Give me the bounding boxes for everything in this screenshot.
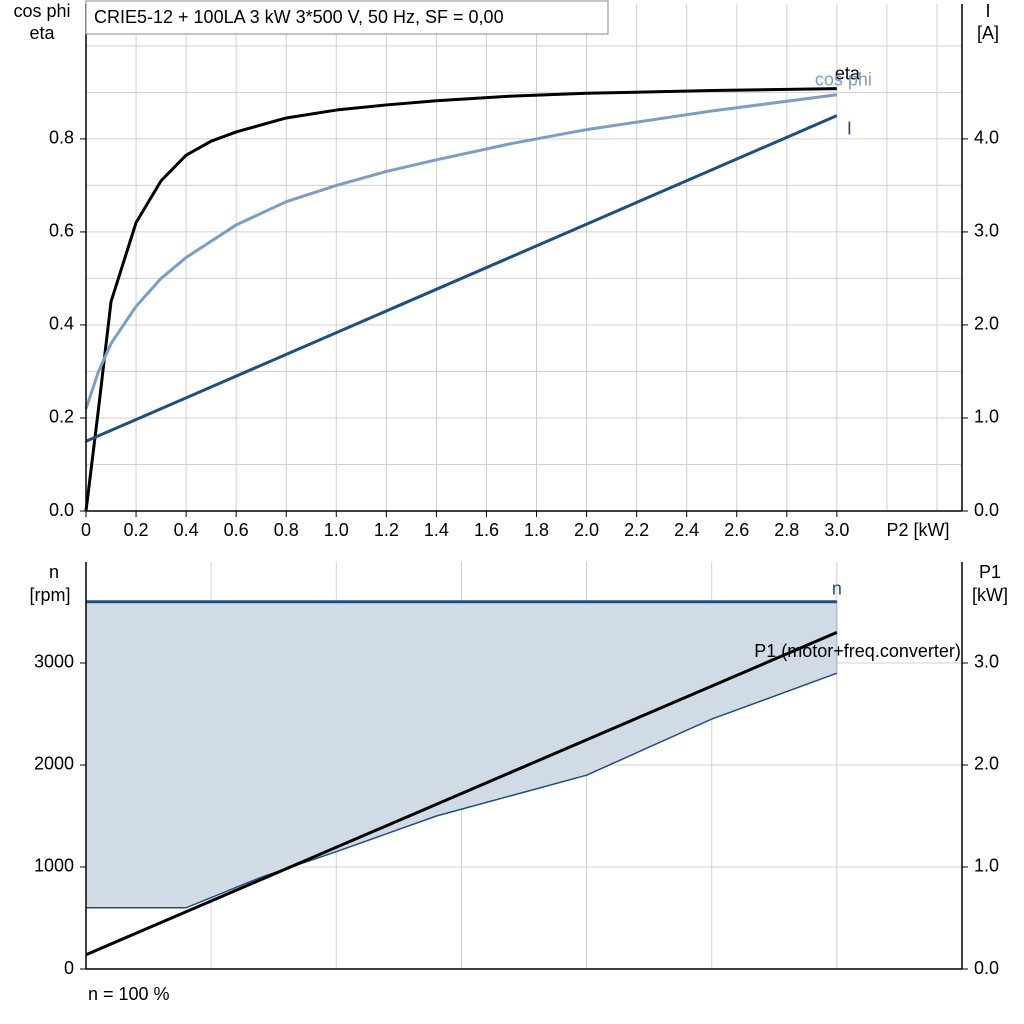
y-tick-label: 2000 — [34, 754, 74, 774]
series-label: cos phi — [815, 69, 872, 89]
min-line — [86, 672, 838, 909]
x-tick-label: 2.0 — [574, 520, 599, 540]
y2-tick-label: 4.0 — [974, 128, 999, 148]
series-line — [84, 93, 838, 410]
y2-tick-label: 1.0 — [974, 407, 999, 427]
series-label: P1 (motor+freq.converter) — [754, 641, 961, 661]
y2-tick-label: 2.0 — [974, 754, 999, 774]
y2-tick-label: 1.0 — [974, 856, 999, 876]
x-tick-label: 0.4 — [174, 520, 199, 540]
y2-tick-label: 2.0 — [974, 314, 999, 334]
y-tick-label: 0.6 — [49, 221, 74, 241]
title-box — [85, 0, 609, 35]
y-tick-label: 0.2 — [49, 407, 74, 427]
x-axis-label: P2 [kW] — [886, 520, 949, 540]
y2-axis-label: [A] — [977, 23, 999, 43]
x-tick-label: 1.4 — [424, 520, 449, 540]
y-tick-label: 1000 — [34, 856, 74, 876]
x-tick-label: 2.2 — [624, 520, 649, 540]
series-label: eta — [835, 63, 861, 83]
y-axis-label: cos phi — [13, 1, 70, 21]
x-tick-label: 2.4 — [674, 520, 699, 540]
x-tick-label: 0 — [81, 520, 91, 540]
x-tick-label: 0.2 — [124, 520, 149, 540]
series-line — [85, 114, 838, 443]
y2-axis-label: P1 — [979, 562, 1001, 582]
y2-axis-label: I — [985, 1, 990, 21]
y-tick-label: 0.4 — [49, 314, 74, 334]
y-axis-label: [rpm] — [29, 585, 70, 605]
x-tick-label: 1.0 — [324, 520, 349, 540]
y-tick-label: 0.0 — [49, 500, 74, 520]
series-label: n — [832, 579, 842, 599]
x-tick-label: 1.6 — [474, 520, 499, 540]
y-tick-label: 0 — [64, 958, 74, 978]
series-line — [84, 87, 837, 512]
x-tick-label: 2.8 — [774, 520, 799, 540]
y-axis-label: eta — [29, 23, 55, 43]
x-tick-label: 0.8 — [274, 520, 299, 540]
series-label: I — [847, 118, 852, 138]
chart-note: n = 100 % — [88, 984, 170, 1004]
x-tick-label: 1.2 — [374, 520, 399, 540]
chart-title: CRIE5-12 + 100LA 3 kW 3*500 V, 50 Hz, SF… — [94, 7, 504, 27]
y2-tick-label: 0.0 — [974, 500, 999, 520]
series-line — [85, 631, 838, 957]
y2-tick-label: 3.0 — [974, 652, 999, 672]
x-tick-label: 0.6 — [224, 520, 249, 540]
y-axis-label: n — [49, 562, 59, 582]
y2-tick-label: 0.0 — [974, 958, 999, 978]
x-tick-label: 2.6 — [724, 520, 749, 540]
y2-axis-label: [kW] — [972, 585, 1008, 605]
y-tick-label: 3000 — [34, 652, 74, 672]
y2-tick-label: 3.0 — [974, 221, 999, 241]
range-area — [86, 601, 837, 908]
x-tick-label: 1.8 — [524, 520, 549, 540]
y-tick-label: 0.8 — [49, 128, 74, 148]
x-tick-label: 3.0 — [824, 520, 849, 540]
